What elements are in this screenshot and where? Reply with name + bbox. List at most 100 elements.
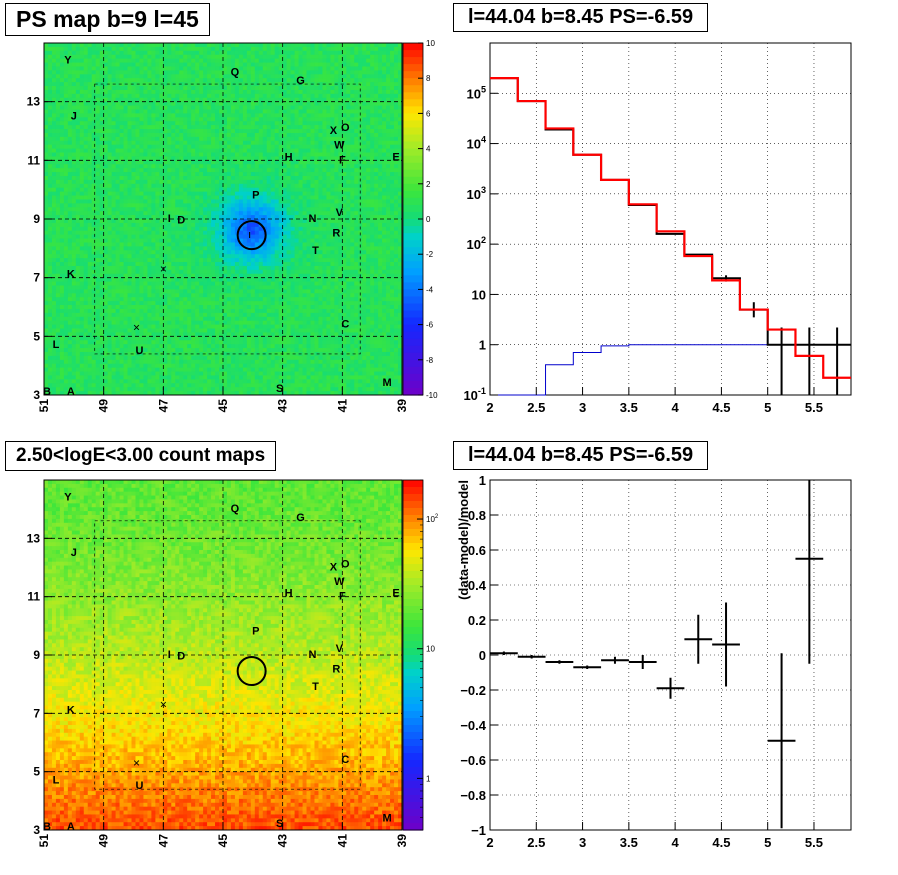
marked-source-circle [236, 656, 267, 687]
colorbar-cell [403, 106, 423, 114]
colorbar-cell [403, 233, 423, 241]
colorbar-cell [403, 352, 423, 361]
spectrum-grid [489, 43, 851, 396]
colorbar-cell [403, 282, 423, 290]
colorbar-cell [403, 197, 423, 206]
colorbar-cell [403, 564, 423, 572]
residual-title: l=44.04 b=8.45 PS=-6.59 [453, 441, 709, 470]
colorbar-cell [403, 345, 423, 354]
colorbar-cell [403, 774, 423, 782]
model-histogram [490, 77, 851, 379]
colorbar-cell [403, 606, 423, 614]
colorbar-cell [403, 204, 423, 213]
source-label-Y: Y [64, 55, 72, 67]
x-tick-label: 5.5 [805, 835, 823, 850]
source-label-E: E [392, 588, 399, 600]
x-tick-label: 5 [764, 835, 771, 850]
y-tick-label: 102 [466, 235, 486, 252]
colorbar-cell [403, 338, 423, 347]
colorbar-cell [403, 809, 423, 817]
x-tick-label: 43 [276, 834, 290, 848]
x-tick-label: 2 [486, 835, 493, 850]
source-labels: Y Q G J X OW H F E P I D N VR T K C L U A S M B [43, 55, 400, 398]
colorbar-cell [403, 240, 423, 248]
source-label-V: V [336, 207, 344, 219]
cross-marker: × [133, 756, 140, 770]
x-tick-label: 49 [97, 399, 111, 413]
y-tick-label: 0 [479, 648, 486, 663]
heatmap-cells [44, 43, 403, 396]
source-label-R: R [332, 228, 340, 240]
colorbar-cell [403, 697, 423, 705]
colorbar-cell [403, 613, 423, 621]
x-tick-label: 4 [672, 835, 680, 850]
source-label-F: F [339, 591, 346, 603]
colorbar-cell [403, 578, 423, 586]
source-label-T: T [312, 681, 319, 693]
x-tick-label: 4.5 [712, 835, 730, 850]
y-tick-label: 0.6 [468, 543, 486, 558]
y-tick-label: 11 [27, 153, 40, 167]
source-label-H: H [285, 151, 293, 163]
y-tick-label: 9 [33, 212, 40, 226]
y-tick-label: 10-1 [463, 386, 486, 403]
residual-point [795, 480, 824, 664]
y-tick-label: 7 [33, 271, 40, 285]
residual-point [656, 677, 685, 699]
x-tick-label: 4.5 [712, 400, 730, 415]
source-label-N: N [309, 649, 317, 661]
residual-point [545, 660, 574, 664]
colorbar-tick-label: 4 [426, 145, 431, 154]
x-tick-label: 4 [672, 400, 680, 415]
x-tick-label: 3.5 [620, 835, 638, 850]
x-tick-label: 47 [156, 399, 170, 413]
source-label-O: O [341, 122, 350, 134]
y-tick-label: 11 [27, 590, 40, 604]
colorbar-tick-label: -2 [426, 250, 434, 259]
y-tick-label: 1 [479, 473, 486, 488]
colorbar-cell [403, 296, 423, 305]
y-tick-label: 1 [479, 338, 486, 353]
y-tick-label: −0.2 [460, 683, 486, 698]
source-label-A: A [67, 386, 75, 398]
source-label-I: I [168, 649, 171, 661]
colorbar-cell [403, 162, 423, 171]
colorbar-cell [403, 823, 423, 831]
x-tick-label: 3 [579, 400, 586, 415]
colorbar-cell [403, 760, 423, 768]
colorbar-tick-label: 1 [426, 774, 431, 783]
source-label-T: T [312, 245, 319, 257]
source-label-L: L [53, 339, 60, 351]
colorbar-tick-label: 102 [426, 514, 439, 524]
colorbar-cell [403, 529, 423, 537]
colorbar-cell [403, 536, 423, 544]
colorbar-cell [403, 303, 423, 312]
colorbar-cell [403, 641, 423, 649]
source-label-N: N [309, 213, 317, 225]
map-panel-0: 51 49 47 45 43 41 39 3 5 7 9 11 13 Y Q G J X OW H F E P I D N VR T K… [27, 39, 438, 412]
colorbar-cell [403, 148, 423, 157]
data-histogram [490, 77, 851, 346]
x-tick-label: 45 [216, 399, 230, 413]
colorbar-cell [403, 50, 423, 58]
source-labels: Y Q G J X OW H F E P I D N VR T K C L U A S M B [43, 491, 400, 833]
colorbar-cell [403, 732, 423, 740]
colorbar-cell [403, 508, 423, 516]
colorbar-cell [403, 550, 423, 558]
source-label-M: M [382, 377, 391, 389]
cross-marker: × [133, 321, 140, 335]
source-label-X: X [330, 561, 338, 573]
region-outline [94, 520, 361, 790]
y-tick-label: 3 [33, 388, 40, 402]
source-label-U: U [135, 780, 143, 792]
residual-point [601, 656, 629, 664]
colorbar-cell [403, 169, 423, 178]
residual-point [490, 651, 518, 655]
x-tick-label: 3 [579, 835, 586, 850]
x-tick-label: 3.5 [620, 400, 638, 415]
colorbar-cell [403, 802, 423, 810]
source-label-D: D [177, 650, 185, 662]
colorbar-cell [403, 155, 423, 164]
colorbar-cell [403, 515, 423, 523]
colorbar-cell [403, 275, 423, 283]
